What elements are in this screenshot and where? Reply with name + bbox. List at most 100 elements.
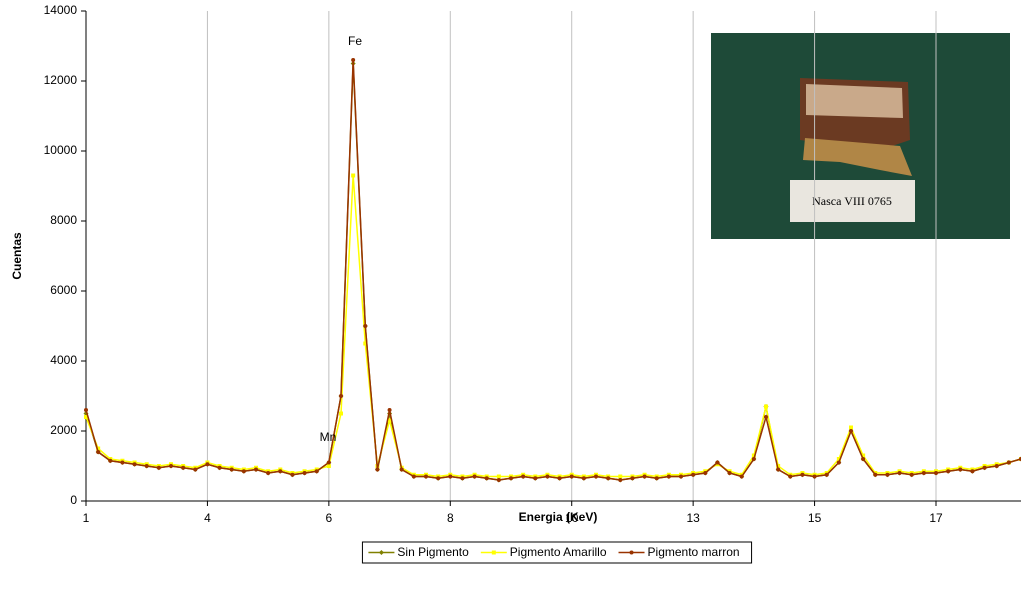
- marker: [241, 469, 246, 474]
- marker: [491, 550, 496, 555]
- marker: [339, 411, 343, 416]
- marker: [509, 476, 513, 481]
- marker: [764, 415, 768, 419]
- marker: [958, 467, 963, 472]
- marker: [375, 467, 380, 472]
- y-tick-label: 2000: [50, 423, 77, 437]
- marker: [569, 474, 574, 479]
- marker: [715, 460, 720, 465]
- x-tick-label: 17: [929, 511, 943, 525]
- series: [84, 58, 1021, 482]
- marker: [812, 474, 817, 479]
- marker: [326, 460, 331, 465]
- annotation: Mn: [320, 430, 337, 444]
- legend-label: Sin Pigmento: [397, 545, 469, 559]
- marker: [934, 471, 938, 475]
- marker: [399, 467, 404, 472]
- marker: [96, 450, 101, 454]
- x-tick-label: 1: [83, 511, 90, 525]
- marker: [739, 474, 744, 479]
- legend-box: [361, 541, 753, 564]
- marker: [472, 474, 477, 479]
- marker: [351, 58, 356, 62]
- marker: [378, 550, 384, 555]
- marker: [84, 408, 88, 412]
- annotation: Fe: [348, 34, 362, 48]
- marker: [788, 474, 793, 479]
- y-tick-label: 8000: [50, 213, 77, 227]
- x-axis-label: Energia (KeV): [519, 510, 598, 524]
- marker: [691, 472, 696, 477]
- legend: Sin Pigmento Pigmento Amarillo Pigmento ma…: [361, 541, 753, 564]
- marker: [387, 418, 392, 423]
- marker: [630, 476, 635, 481]
- marker: [764, 404, 768, 409]
- marker: [909, 472, 914, 477]
- marker: [120, 460, 125, 465]
- marker: [557, 476, 562, 481]
- marker: [581, 476, 586, 481]
- marker: [144, 464, 149, 468]
- marker: [751, 453, 756, 458]
- marker: [448, 474, 453, 479]
- x-tick-label: 4: [204, 511, 211, 525]
- marker: [266, 471, 271, 475]
- marker: [96, 446, 101, 451]
- inset-caption: Nasca VIII 0765: [812, 194, 892, 208]
- marker: [629, 550, 634, 555]
- marker: [363, 341, 368, 346]
- marker: [254, 467, 258, 472]
- marker: [108, 458, 113, 463]
- marker: [387, 408, 392, 412]
- marker: [836, 457, 841, 461]
- marker: [751, 457, 756, 461]
- marker: [666, 474, 671, 479]
- marker: [169, 464, 173, 468]
- marker: [484, 476, 489, 481]
- marker: [982, 465, 987, 470]
- marker: [181, 465, 186, 470]
- marker: [339, 394, 343, 398]
- series-line: [85, 59, 1021, 481]
- marker: [861, 457, 866, 461]
- marker: [132, 462, 137, 467]
- marker: [679, 474, 683, 479]
- marker: [278, 469, 283, 474]
- marker: [618, 474, 623, 479]
- marker: [1006, 460, 1011, 465]
- marker: [885, 472, 890, 477]
- marker: [654, 476, 659, 481]
- x-tick-label: 10: [565, 511, 579, 525]
- x-tick-label: 13: [686, 511, 700, 525]
- marker: [836, 460, 841, 465]
- marker: [921, 471, 926, 475]
- marker: [849, 425, 853, 430]
- legend-label: Pigmento marron: [648, 545, 740, 559]
- marker: [314, 469, 319, 474]
- marker: [861, 453, 866, 458]
- marker: [205, 462, 210, 467]
- marker: [897, 471, 902, 475]
- marker: [496, 474, 501, 479]
- y-tick-label: 0: [70, 493, 77, 507]
- legend-label: Pigmento Amarillo: [510, 545, 607, 559]
- marker: [545, 474, 550, 479]
- y-axis-label: Cuentas: [10, 232, 24, 280]
- marker: [703, 471, 708, 475]
- marker: [824, 472, 829, 477]
- series-line: [85, 175, 1021, 478]
- marker: [946, 469, 951, 474]
- marker: [351, 173, 356, 178]
- marker: [217, 465, 222, 470]
- marker: [156, 465, 161, 470]
- marker: [424, 474, 428, 479]
- marker: [606, 476, 611, 481]
- marker: [290, 472, 295, 477]
- marker: [229, 467, 234, 472]
- marker: [727, 471, 732, 475]
- marker: [460, 476, 465, 481]
- marker: [436, 476, 441, 481]
- marker: [533, 476, 538, 481]
- y-tick-label: 12000: [44, 73, 78, 87]
